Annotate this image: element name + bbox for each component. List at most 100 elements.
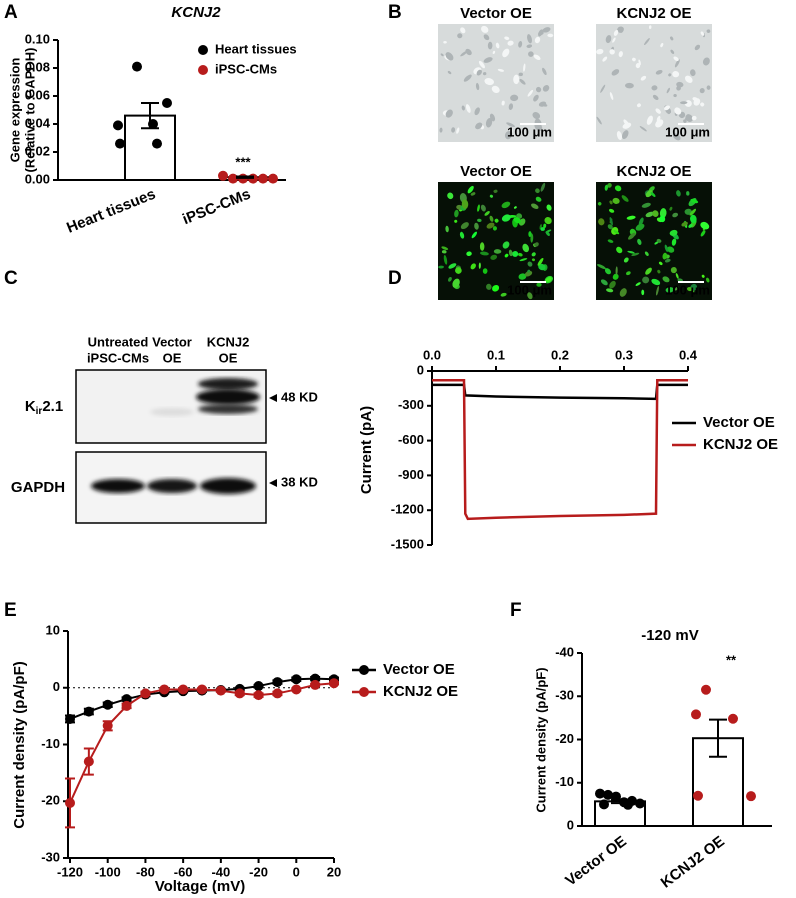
cell	[680, 101, 688, 105]
lane-header: Vector	[152, 334, 192, 349]
cell	[651, 85, 658, 91]
cell	[673, 56, 679, 62]
data-point	[603, 789, 613, 800]
cell	[684, 208, 692, 215]
cell	[540, 227, 545, 231]
tick-label: -900	[398, 467, 424, 482]
cell	[492, 284, 500, 292]
tick-label: -20	[555, 731, 574, 746]
cell	[441, 246, 449, 251]
arrowhead	[269, 394, 277, 402]
data-point	[218, 170, 228, 181]
cell	[482, 268, 488, 274]
cell	[616, 131, 623, 141]
cell	[597, 201, 602, 206]
cell	[672, 212, 679, 218]
lane-header: OE	[163, 350, 182, 365]
cell	[701, 274, 705, 278]
data-point	[115, 138, 125, 149]
cell	[612, 197, 620, 204]
cell	[542, 85, 550, 92]
cell	[608, 208, 615, 213]
cell	[674, 107, 682, 115]
cell	[641, 202, 651, 208]
cell	[638, 217, 644, 226]
cell	[684, 75, 693, 83]
cell	[501, 214, 511, 222]
image-title: KCNJ2 OE	[616, 5, 691, 22]
row-label: Kir2.1	[25, 398, 63, 417]
data-line	[432, 383, 688, 401]
cell	[645, 190, 653, 198]
cell	[527, 292, 533, 300]
legend-marker	[359, 665, 369, 675]
tick-label: 0.02	[25, 143, 50, 158]
data-point	[272, 688, 283, 699]
data-point	[234, 688, 245, 699]
cell	[533, 94, 539, 102]
cell	[705, 277, 710, 283]
cell	[666, 246, 675, 253]
cell	[627, 250, 635, 254]
data-point	[65, 797, 75, 808]
cell	[544, 217, 552, 225]
cell	[640, 75, 647, 81]
cell	[604, 184, 608, 191]
cell	[685, 117, 690, 121]
legend-label: iPSC-CMs	[215, 61, 277, 76]
cell	[477, 204, 480, 212]
cell	[493, 189, 498, 193]
cell	[645, 211, 654, 218]
cell	[482, 72, 487, 76]
cell	[652, 94, 659, 101]
data-point	[272, 677, 283, 688]
cell	[542, 67, 547, 76]
tick-label: 0	[53, 679, 60, 694]
cell	[478, 262, 481, 269]
y-axis-label: Gene expression	[7, 58, 22, 163]
cell	[542, 27, 551, 33]
cell	[664, 258, 671, 263]
cell	[607, 182, 612, 188]
cell	[527, 269, 531, 273]
cell	[546, 204, 552, 211]
cell	[535, 188, 540, 194]
y-axis-label: Current (pA)	[358, 406, 375, 494]
cell	[470, 263, 476, 270]
cell	[683, 119, 687, 123]
cell	[502, 241, 510, 249]
tick-label: -40	[211, 864, 230, 879]
arrowhead	[269, 479, 277, 487]
data-point	[83, 756, 94, 767]
cell	[612, 37, 616, 43]
cell	[674, 59, 680, 68]
cell	[519, 78, 526, 85]
cell	[635, 63, 641, 69]
data-point	[635, 798, 645, 809]
cell	[669, 206, 673, 211]
cell	[465, 48, 472, 56]
tick-label: 0.2	[551, 347, 569, 362]
cell	[621, 195, 629, 202]
cell	[689, 208, 697, 216]
y-axis-label: Current density (pA/pF)	[533, 667, 548, 812]
data-point	[65, 713, 75, 724]
cell	[700, 102, 705, 107]
cell	[538, 29, 544, 37]
cell	[457, 33, 463, 39]
cell	[602, 56, 608, 62]
cell	[489, 113, 496, 122]
cell	[604, 268, 611, 275]
cell	[531, 258, 535, 262]
data-point	[268, 173, 278, 184]
cell	[526, 44, 533, 48]
cell	[527, 89, 534, 97]
lane-header: OE	[219, 350, 238, 365]
cell	[454, 219, 458, 223]
cell	[605, 35, 612, 44]
cell	[452, 278, 460, 288]
cell	[443, 40, 447, 44]
cell	[504, 130, 512, 140]
cell	[638, 59, 641, 66]
cell	[596, 48, 604, 55]
